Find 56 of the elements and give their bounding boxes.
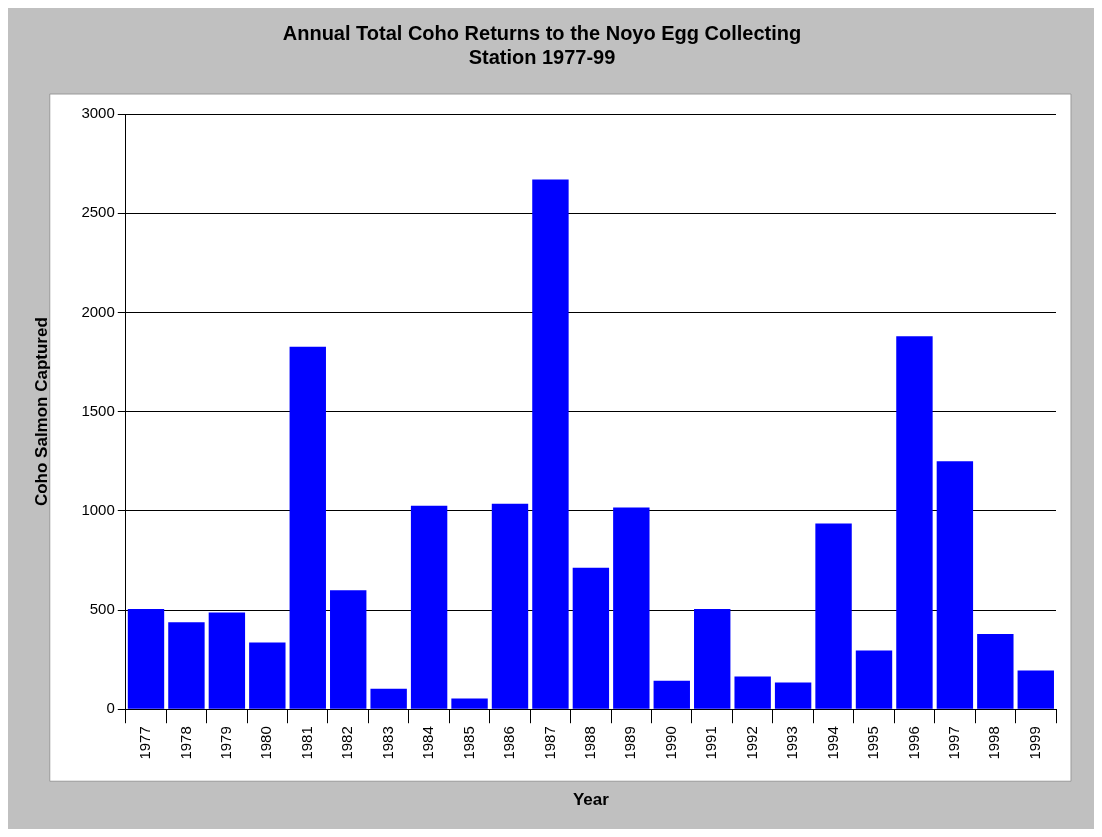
x-tick-label: 1990: [661, 726, 679, 760]
x-tick-label: 1982: [338, 726, 356, 760]
x-tick-label: 1996: [904, 726, 922, 760]
bar: [532, 179, 569, 709]
x-tick-label: 1992: [742, 726, 760, 760]
bar: [855, 650, 893, 709]
x-tick-label: 1988: [581, 726, 599, 760]
x-tick-label: 1987: [540, 726, 558, 760]
bar: [208, 612, 246, 709]
bar: [572, 567, 610, 709]
bar: [330, 590, 367, 709]
y-axis-title: Coho Salmon Captured: [31, 317, 51, 507]
x-tick-label: 1986: [500, 726, 518, 760]
bar: [896, 336, 933, 709]
x-tick-label: 1981: [297, 726, 315, 760]
bar: [127, 609, 165, 709]
x-tick-label: 1999: [1025, 726, 1043, 760]
y-tick-label: 0: [106, 699, 115, 717]
x-tick-label: 1980: [257, 726, 275, 760]
x-tick-label: 1978: [176, 726, 194, 760]
x-tick-label: 1995: [864, 726, 882, 760]
bar: [168, 622, 205, 709]
x-tick-label: 1985: [459, 726, 477, 760]
x-tick-label: 1997: [945, 726, 963, 760]
x-tick-label: 1989: [621, 726, 639, 760]
x-tick-label: 1994: [823, 726, 841, 760]
bar: [774, 682, 812, 709]
y-tick-label: 1000: [81, 500, 115, 518]
x-axis-title: Year: [572, 790, 610, 810]
bar: [613, 507, 650, 709]
x-tick-label: 1998: [985, 726, 1003, 760]
bar: [249, 642, 286, 709]
bar: [977, 634, 1014, 709]
x-tick-label: 1977: [136, 726, 154, 760]
bar: [936, 461, 974, 709]
bar: [815, 523, 852, 709]
x-tick-label: 1993: [783, 726, 801, 760]
bar: [370, 688, 407, 709]
y-tick-label: 3000: [81, 104, 115, 122]
y-tick-label: 500: [89, 600, 115, 618]
bar: [491, 503, 529, 709]
y-tick-label: 2500: [81, 203, 115, 221]
x-tick-label: 1983: [378, 726, 396, 760]
x-tick-label: 1979: [217, 726, 235, 760]
bar: [694, 609, 731, 709]
bar: [451, 698, 488, 709]
bar: [410, 505, 448, 709]
y-tick-label: 2000: [81, 302, 115, 320]
y-tick-label: 1500: [81, 401, 115, 419]
x-tick-label: 1991: [702, 726, 720, 760]
x-tick-label: 1984: [419, 726, 437, 760]
bar: [734, 676, 771, 709]
chart-title: Annual Total Coho Returns to the Noyo Egg Collecting Station 1977-99: [282, 21, 802, 68]
bar: [653, 680, 690, 709]
bar: [1017, 670, 1054, 709]
bar: [289, 346, 326, 709]
